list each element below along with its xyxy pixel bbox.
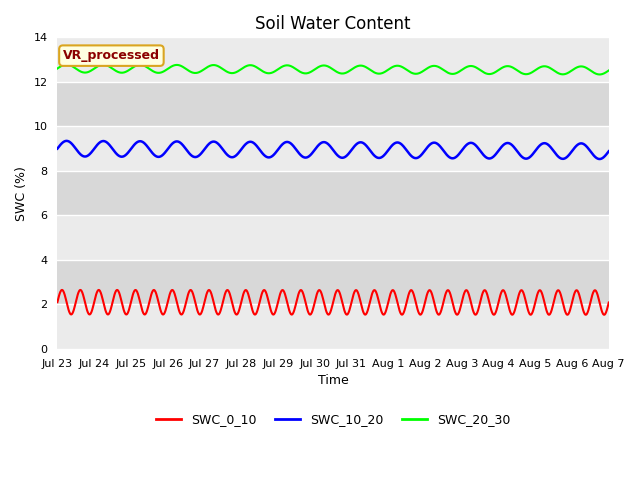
Legend: SWC_0_10, SWC_10_20, SWC_20_30: SWC_0_10, SWC_10_20, SWC_20_30 — [150, 408, 515, 431]
Bar — [58, 126, 609, 171]
Bar — [58, 37, 609, 82]
Bar — [58, 171, 609, 216]
Bar — [58, 260, 609, 304]
Bar — [58, 216, 609, 260]
Text: VR_processed: VR_processed — [63, 49, 160, 62]
Bar — [58, 82, 609, 126]
Bar — [58, 304, 609, 349]
X-axis label: Time: Time — [317, 374, 348, 387]
Y-axis label: SWC (%): SWC (%) — [15, 166, 28, 221]
Title: Soil Water Content: Soil Water Content — [255, 15, 411, 33]
